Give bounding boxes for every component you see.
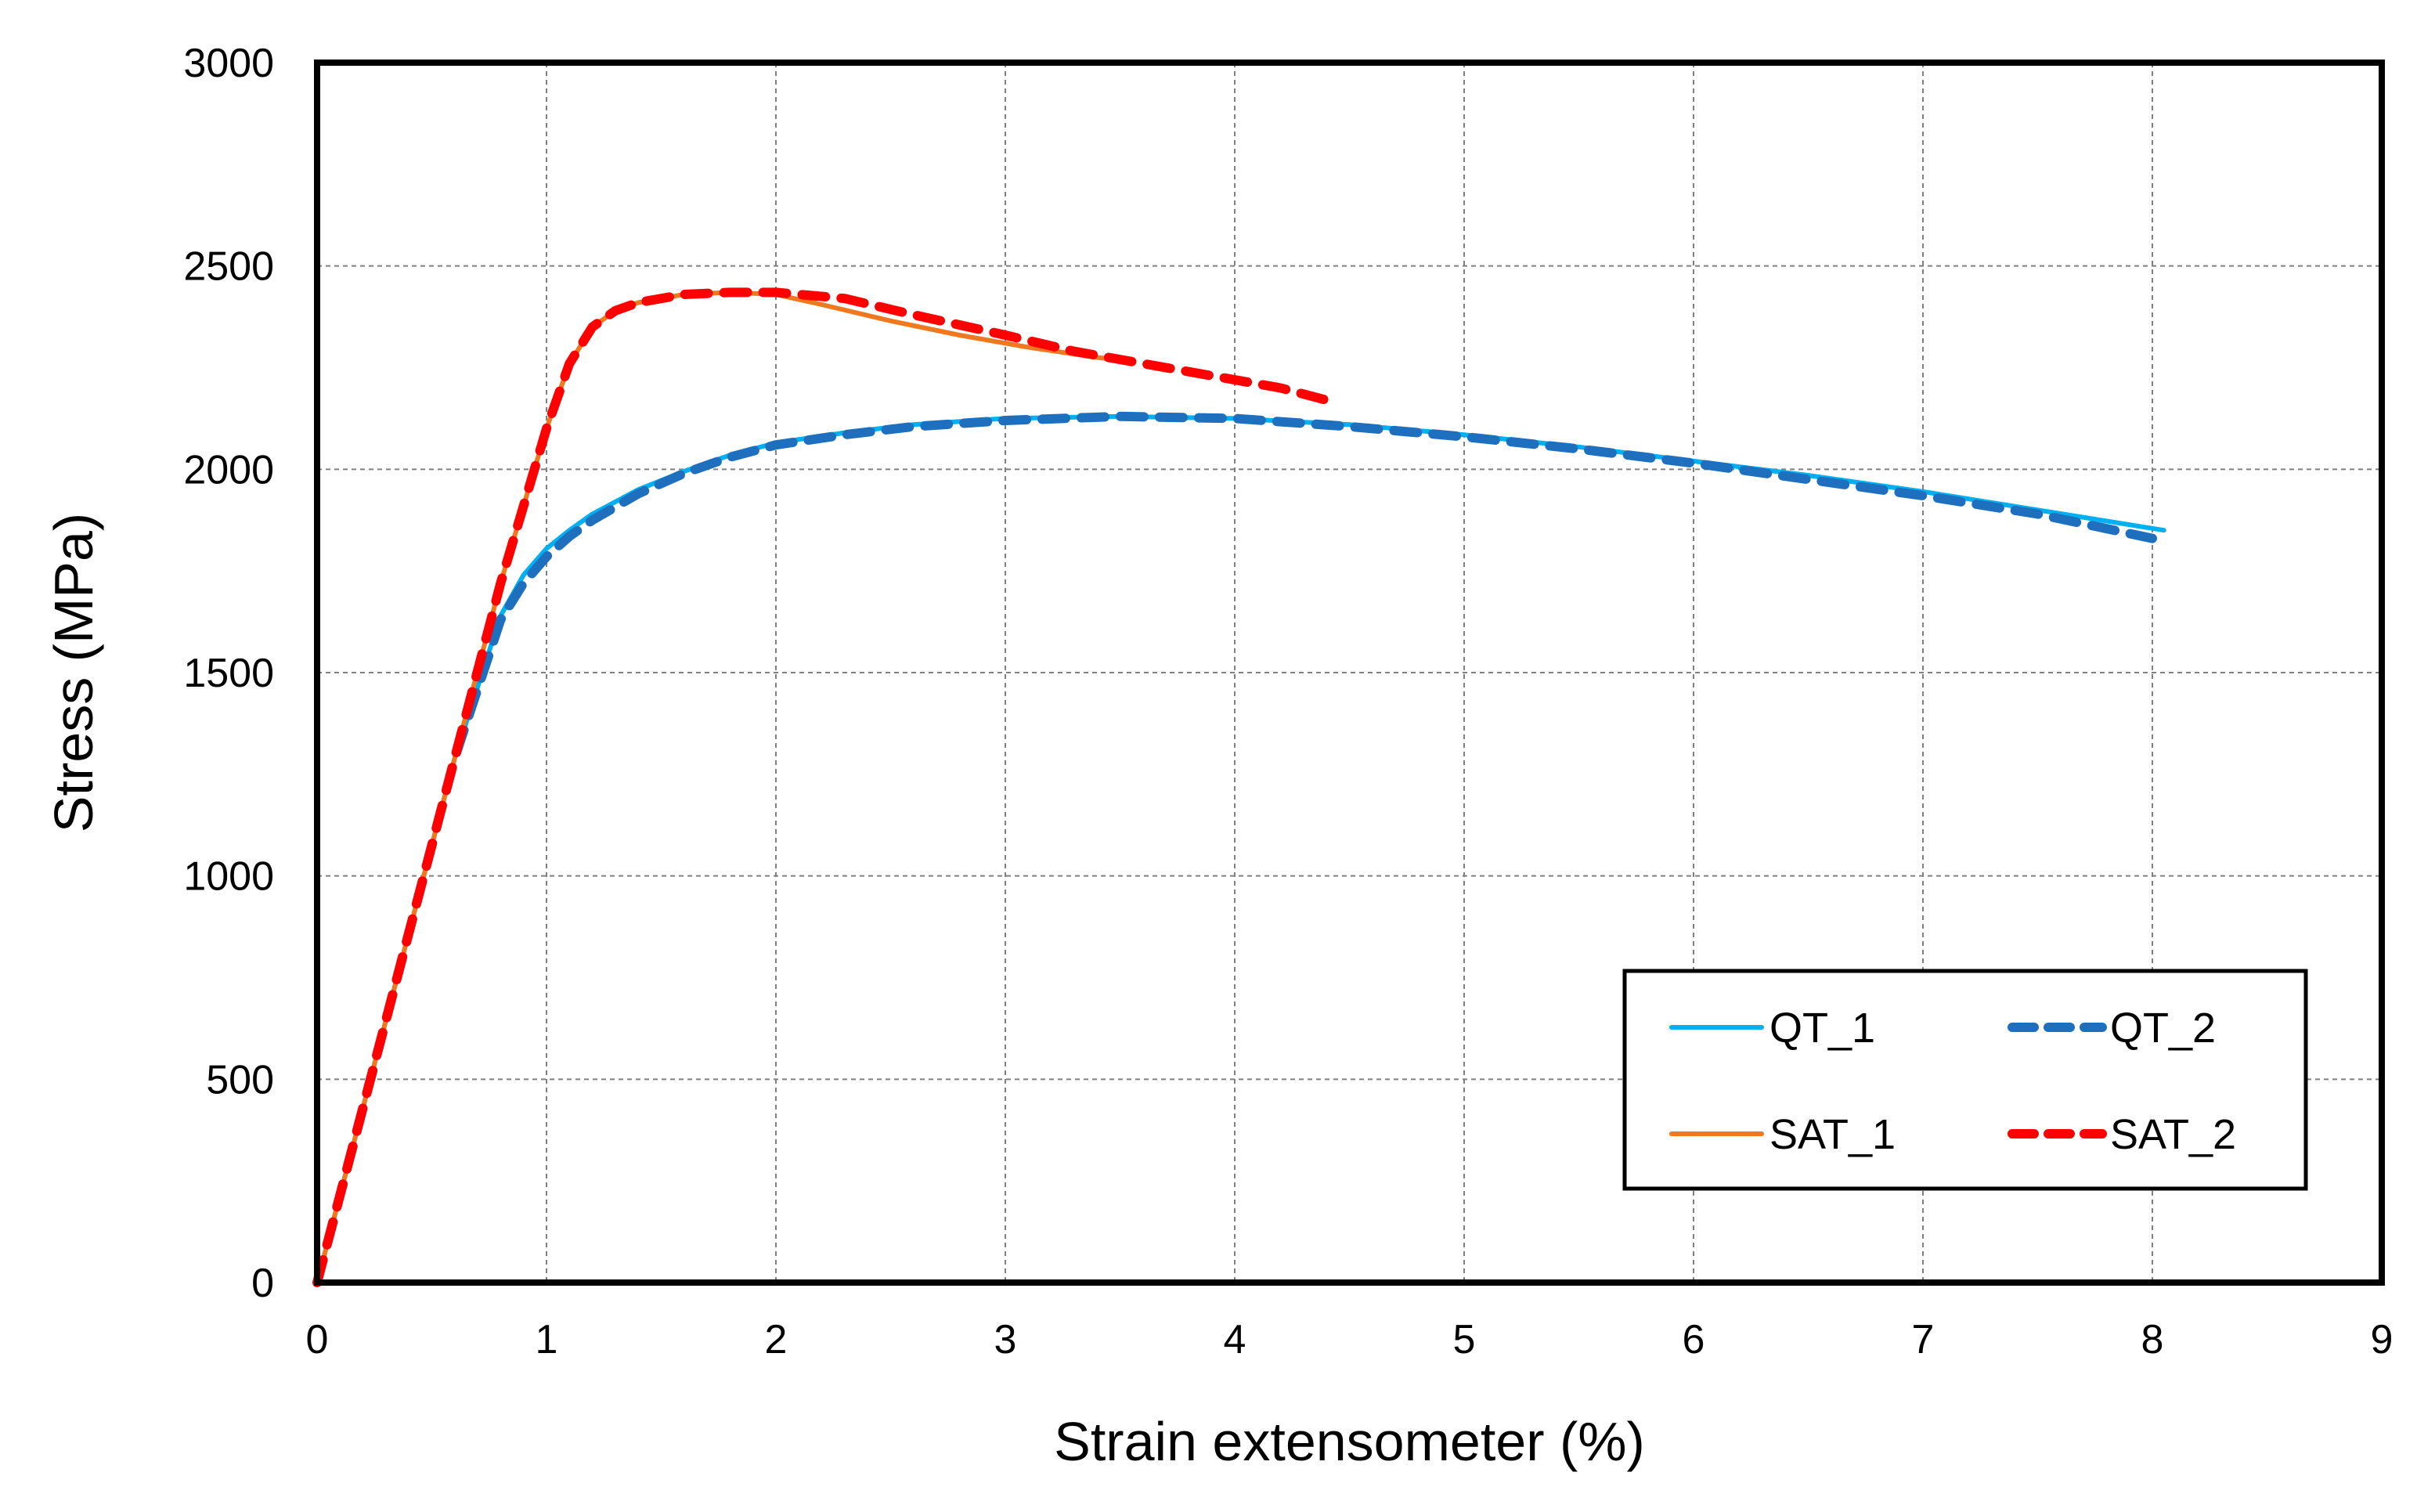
x-tick-label: 6 bbox=[1683, 1317, 1705, 1362]
x-tick-label: 3 bbox=[994, 1317, 1017, 1362]
legend-label-sat-2: SAT_2 bbox=[2110, 1111, 2236, 1158]
x-axis-title: Strain extensometer (%) bbox=[1054, 1411, 1645, 1472]
y-tick-label: 0 bbox=[251, 1261, 274, 1306]
y-tick-label: 3000 bbox=[183, 41, 274, 86]
y-tick-label: 2000 bbox=[183, 447, 274, 493]
y-tick-label: 500 bbox=[206, 1057, 274, 1102]
x-tick-label: 9 bbox=[2371, 1317, 2394, 1362]
x-tick-label: 4 bbox=[1224, 1317, 1246, 1362]
x-tick-label: 5 bbox=[1453, 1317, 1476, 1362]
x-tick-label: 8 bbox=[2141, 1317, 2164, 1362]
x-tick-label: 0 bbox=[306, 1317, 329, 1362]
y-axis-title: Stress (MPa) bbox=[43, 513, 104, 832]
plot-area-frame bbox=[314, 60, 2385, 1286]
y-tick-label: 1000 bbox=[183, 854, 274, 900]
tick-labels: 0 1 2 3 4 5 6 7 8 9 0 500 1000 1500 2000 2500 3000 bbox=[183, 41, 2393, 1362]
x-tick-label: 1 bbox=[536, 1317, 558, 1362]
series-line-qt-2 bbox=[312, 411, 2157, 1287]
x-tick-label: 2 bbox=[765, 1317, 788, 1362]
y-tick-label: 1500 bbox=[183, 651, 274, 696]
x-tick-label: 7 bbox=[1912, 1317, 1935, 1362]
series-line-sat-1 bbox=[315, 290, 1135, 1285]
legend-label-qt-2: QT_2 bbox=[2110, 1005, 2216, 1052]
series-line-sat-2 bbox=[312, 287, 1332, 1287]
legend-label-qt-1: QT_1 bbox=[1769, 1005, 1875, 1052]
series-lines bbox=[312, 287, 2166, 1287]
legend: QT_1 QT_2 SAT_1 SAT_2 bbox=[1622, 969, 2308, 1191]
legend-frame bbox=[1622, 969, 2308, 1191]
y-tick-label: 2500 bbox=[183, 244, 274, 290]
legend-label-sat-1: SAT_1 bbox=[1769, 1111, 1896, 1158]
